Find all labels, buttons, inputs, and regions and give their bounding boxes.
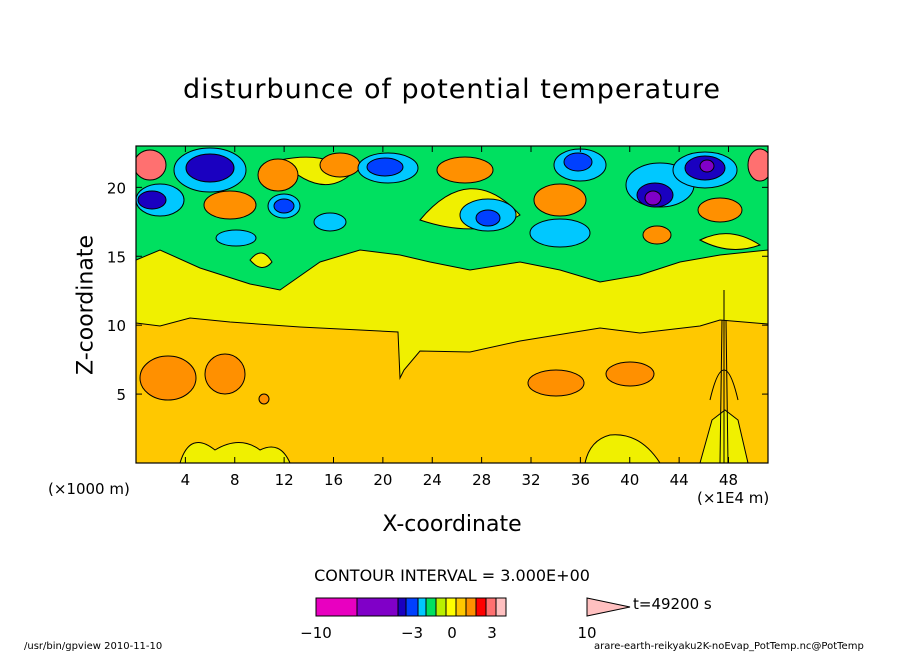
contour-interval-label: CONTOUR INTERVAL = 3.000E+00 [314, 566, 590, 585]
yellow-pocket [698, 233, 762, 250]
orange-pocket [257, 158, 299, 192]
orange-pocket [203, 190, 257, 220]
plot-frame [135, 145, 769, 464]
orange-blob [605, 361, 655, 387]
footer-command: /usr/bin/gpview 2010-11-10 [24, 641, 163, 652]
colorbar-tick-label: −10 [300, 624, 332, 642]
x-axis-unit: (×1E4 m) [697, 489, 770, 507]
colorbar-box [405, 597, 419, 617]
x-tick-label: 44 [670, 471, 689, 489]
colorbar-box [485, 597, 497, 617]
colorbar-box [495, 597, 507, 617]
colorbar-box [445, 597, 457, 617]
orange-blob [204, 353, 246, 395]
yellow-blob [179, 441, 291, 463]
colorbar-tick-label: 10 [577, 624, 596, 642]
colorbar-box [425, 597, 437, 617]
x-axis-label: X-coordinate [382, 512, 522, 537]
y-axis-ticks: 5 10 15 20 [107, 179, 768, 404]
orange-pocket [642, 225, 672, 245]
orange-blob [258, 393, 270, 405]
colorbar-box [455, 597, 467, 617]
colorbar-box [435, 597, 447, 617]
cyan-pocket [215, 229, 257, 247]
colorbar-box [315, 597, 358, 617]
y-tick-label: 10 [107, 317, 126, 335]
x-tick-label: 48 [719, 471, 738, 489]
y-tick-label: 15 [107, 248, 126, 266]
x-tick-label: 28 [472, 471, 491, 489]
x-tick-label: 36 [571, 471, 590, 489]
footer-source-file: arare-earth-reikyaku2K-noEvap_PotTemp.nc… [594, 641, 864, 652]
orange-blob [139, 355, 197, 401]
orange-blob [527, 369, 585, 397]
colorbar-tick-label: 0 [447, 624, 457, 642]
orange-pocket [697, 197, 743, 223]
blue-pocket [563, 152, 593, 172]
purple-pocket [644, 190, 662, 206]
colorbar-tick-label: −3 [401, 624, 423, 642]
y-tick-label: 20 [107, 179, 126, 197]
blue-pocket [475, 209, 501, 227]
x-tick-label: 40 [620, 471, 639, 489]
x-tick-label: 24 [423, 471, 442, 489]
blue-pocket [366, 157, 404, 177]
orange-pocket [436, 156, 494, 184]
colorbar-arrow [586, 597, 631, 617]
purple-pocket [699, 159, 715, 173]
plume-line [709, 290, 739, 463]
colorbar-labels: −10 −3 0 3 10 [300, 624, 596, 642]
red-pocket [136, 149, 167, 181]
time-label: t=49200 s [633, 595, 712, 613]
red-pocket [747, 148, 768, 182]
colorbar-box [356, 597, 399, 617]
yellow-blob [584, 434, 661, 463]
colorbar-boxes [315, 597, 631, 617]
blue-pocket [137, 190, 167, 210]
chart-title: disturbunce of potential temperature [183, 74, 721, 105]
colorbar-tick-label: 3 [487, 624, 497, 642]
yellow-pocket [249, 252, 273, 268]
colorbar-box [465, 597, 477, 617]
x-axis-ticks: 4 8 12 16 20 24 28 32 36 40 44 48 [181, 146, 738, 489]
x-tick-label: 16 [324, 471, 343, 489]
y-axis-unit: (×1000 m) [48, 480, 130, 498]
blue-pocket [273, 198, 295, 214]
blue-pocket [185, 153, 235, 183]
cyan-pocket [529, 218, 591, 248]
y-tick-label: 5 [116, 386, 126, 404]
x-tick-label: 20 [373, 471, 392, 489]
orange-pocket [533, 183, 587, 217]
contour-field [136, 146, 768, 463]
colorbar-box [397, 597, 407, 617]
cyan-pocket [313, 212, 347, 232]
x-tick-label: 8 [230, 471, 240, 489]
colorbar-box [417, 597, 427, 617]
x-tick-label: 32 [521, 471, 540, 489]
x-tick-label: 12 [275, 471, 294, 489]
colorbar-box [475, 597, 487, 617]
x-tick-label: 4 [181, 471, 191, 489]
